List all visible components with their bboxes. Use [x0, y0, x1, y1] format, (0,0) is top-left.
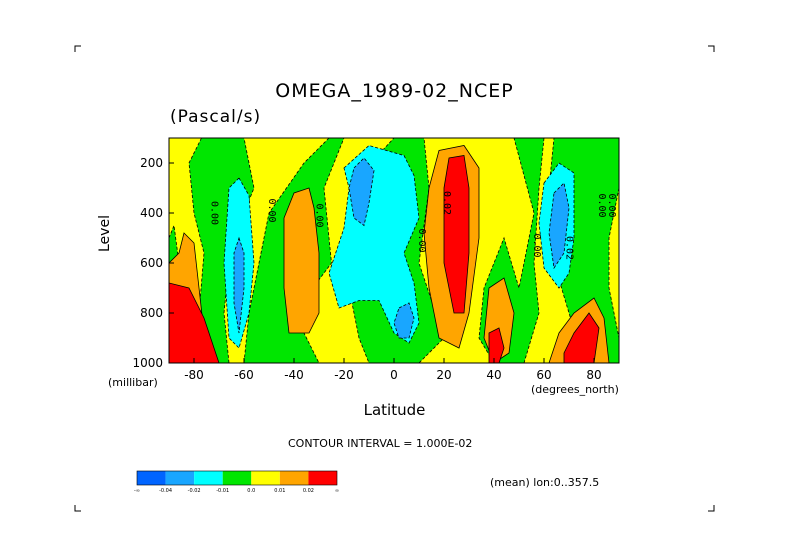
chart-title: OMEGA_1989-02_NCEP: [275, 80, 514, 102]
contour-label-4: 0.02: [441, 191, 452, 215]
contour-field-9: [393, 302, 415, 339]
x-axis-unit: (degrees_north): [531, 383, 619, 396]
x-tick-label-8: 80: [586, 368, 601, 382]
contour-label-7: 0.00: [596, 193, 607, 217]
contour-field-19: [563, 312, 600, 363]
contour-label-6: 0.02: [564, 236, 575, 260]
mean-label: (mean) lon:0..357.5: [490, 476, 600, 489]
colorbar-swatch-2: [194, 471, 223, 485]
contour-label-2: 0.00: [314, 203, 325, 227]
colorbar-swatch-5: [279, 471, 309, 485]
colorbar-swatch-4: [251, 471, 280, 485]
colorbar-swatch-1: [165, 471, 195, 485]
colorbar-swatch-6: [308, 471, 337, 485]
contour-interval-label: CONTOUR INTERVAL = 1.000E-02: [288, 437, 473, 450]
x-tick-label-7: 60: [536, 368, 551, 382]
y-tick-label-0: 200: [140, 156, 163, 170]
chart-units: (Pascal/s): [170, 107, 262, 127]
contour-field-7: [233, 236, 245, 334]
x-tick-label-1: -60: [234, 368, 254, 382]
contour-label-0: 0.00: [209, 201, 220, 225]
contour-label-8: 0.00: [606, 193, 617, 217]
y-axis-label: Level: [97, 215, 113, 252]
contour-field-16: [169, 282, 220, 363]
y-tick-label-2: 600: [140, 256, 163, 270]
colorbar-frame: [136, 470, 338, 486]
colorbar-level-1: -0.04: [159, 488, 172, 494]
x-tick-label-2: -40: [284, 368, 304, 382]
contour-field-18: [488, 327, 505, 363]
colorbar-swatch-0: [137, 471, 166, 485]
colorbar-level-0: -∞: [134, 488, 140, 494]
contour-field-8: [348, 157, 375, 227]
contour-field-10: [548, 182, 570, 270]
contour-field-17: [443, 155, 470, 314]
contour-label-1: 0.00: [266, 198, 277, 222]
colorbar-level-7: ∞: [335, 488, 339, 494]
x-tick-label-4: 0: [390, 368, 398, 382]
x-tick-label-0: -80: [184, 368, 204, 382]
y-axis-unit: (millibar): [108, 376, 158, 389]
colorbar-swatch-3: [222, 471, 252, 485]
contour-field-12: [283, 187, 320, 334]
colorbar-level-3: -0.01: [216, 488, 229, 494]
colorbar-level-4: 0.0: [247, 488, 255, 494]
y-tick-label-1: 400: [140, 206, 163, 220]
contour-label-5: 0.00: [531, 233, 542, 257]
colorbar-level-5: 0.01: [274, 488, 285, 494]
y-tick-label-4: 1000: [132, 356, 163, 370]
x-tick-label-3: -20: [334, 368, 354, 382]
colorbar-level-6: 0.02: [303, 488, 314, 494]
x-axis-label: Latitude: [363, 401, 426, 419]
colorbar-level-2: -0.02: [188, 488, 201, 494]
page-corner-marks: [74, 45, 715, 512]
contour-label-3: 0.00: [416, 228, 427, 252]
y-tick-label-3: 800: [140, 306, 163, 320]
x-tick-label-6: 40: [486, 368, 501, 382]
x-tick-label-5: 20: [436, 368, 451, 382]
